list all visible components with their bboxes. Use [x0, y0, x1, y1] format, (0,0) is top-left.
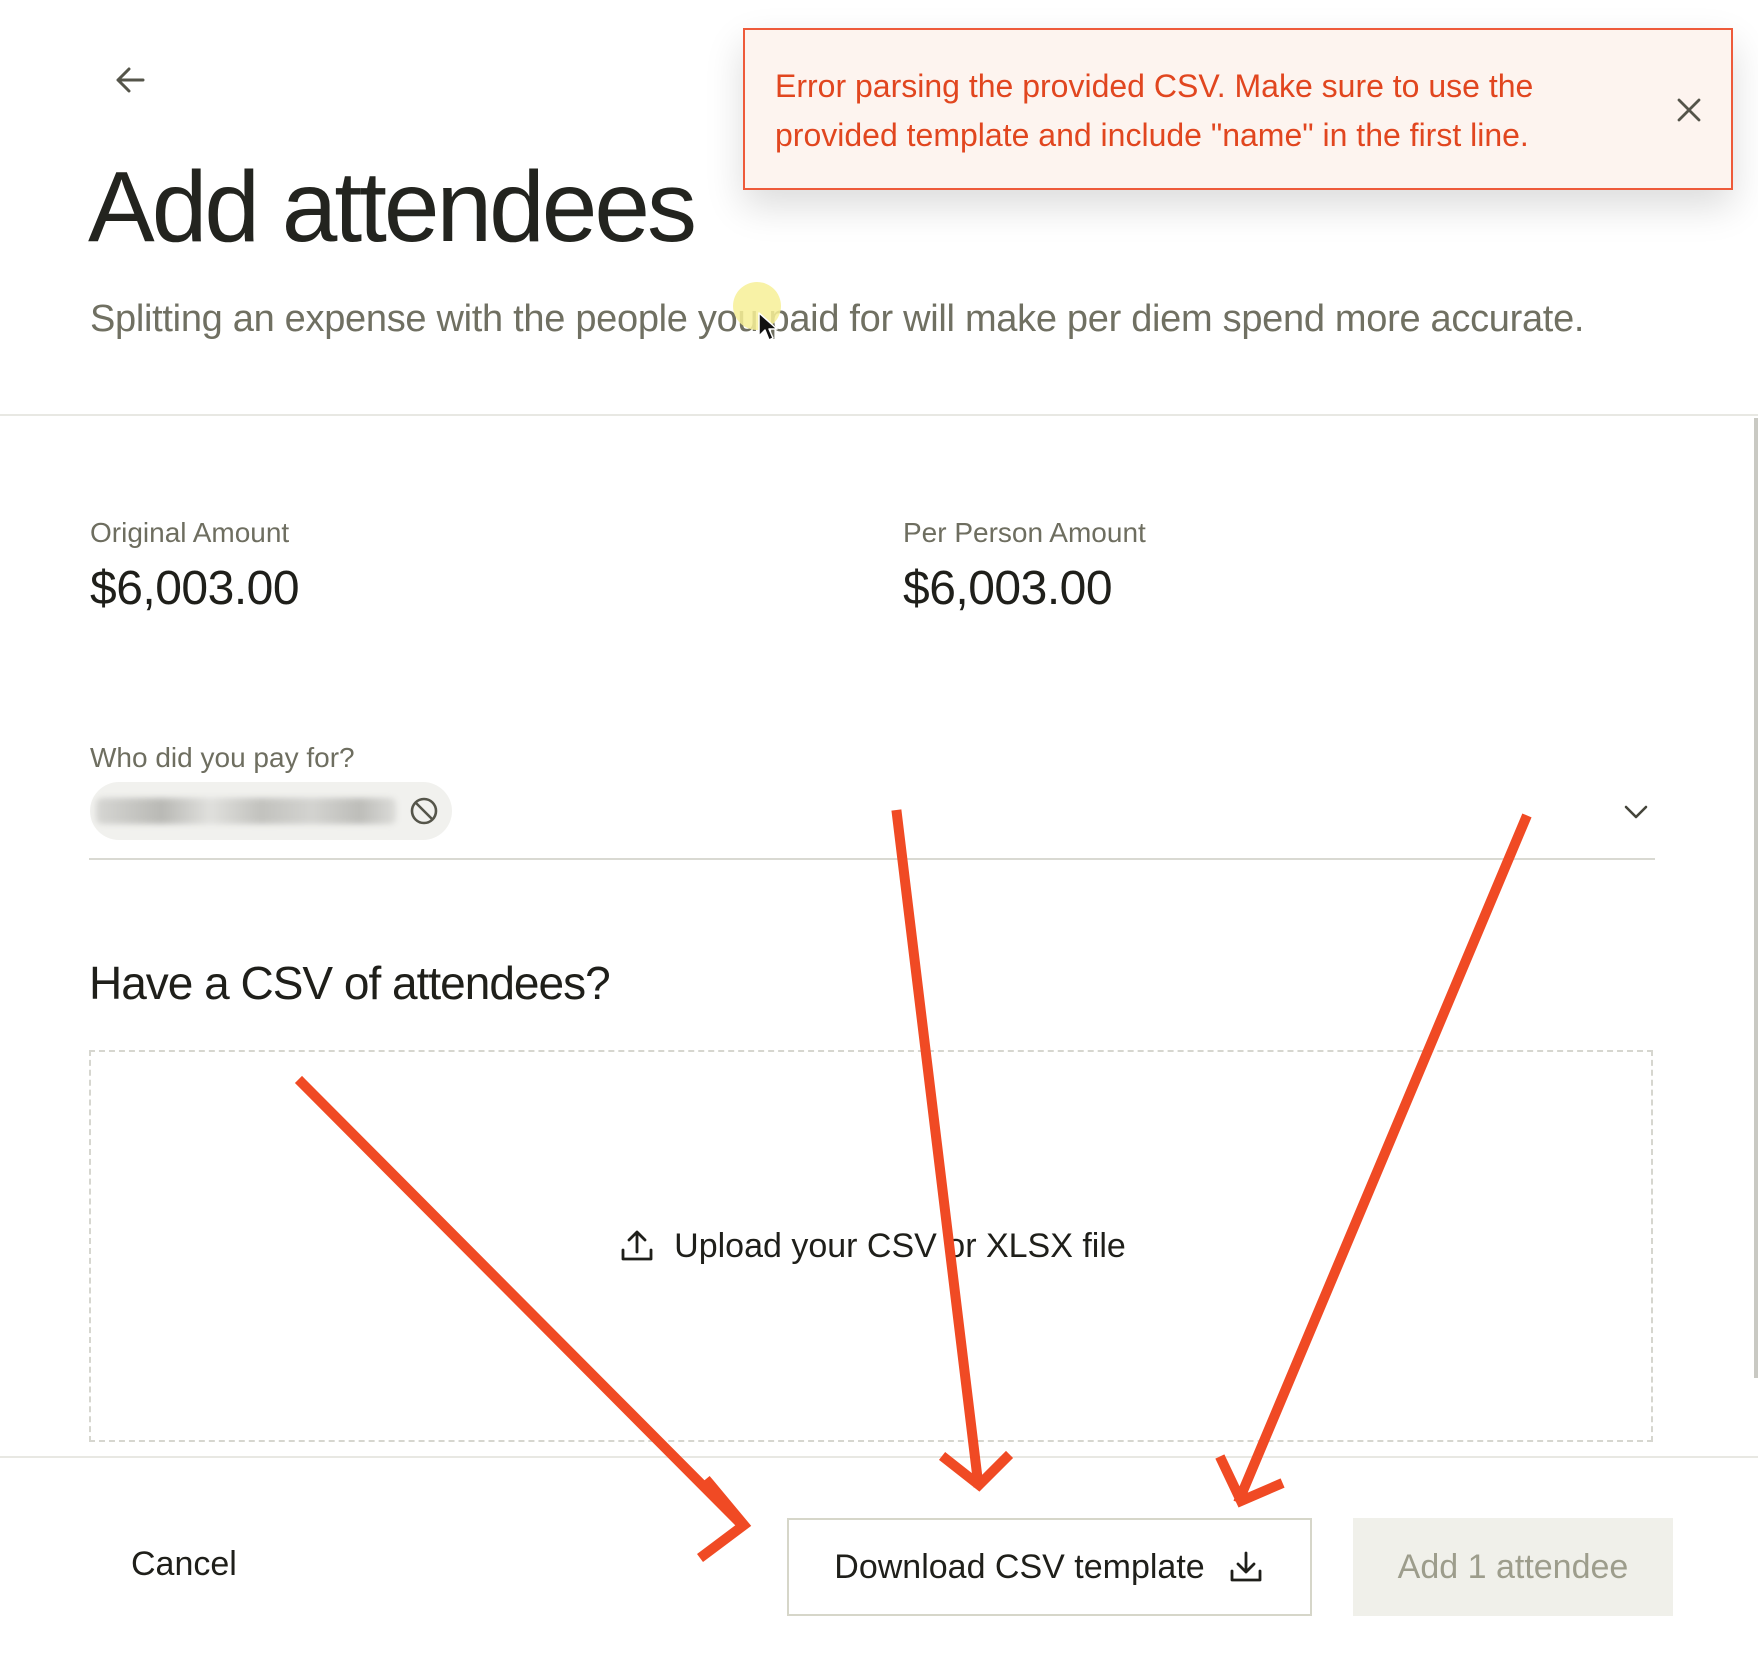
original-amount-label: Original Amount [90, 517, 290, 548]
download-button-label: Download CSV template [834, 1547, 1205, 1586]
per-person-amount-label: Per Person Amount [903, 517, 1146, 548]
page-subtitle: Splitting an expense with the people you… [90, 298, 1585, 340]
download-csv-template-button[interactable]: Download CSV template [787, 1518, 1312, 1616]
cursor-highlight [733, 282, 781, 330]
chevron-down-icon[interactable] [1620, 796, 1652, 828]
upload-text: Upload your CSV or XLSX file [674, 1226, 1126, 1265]
add-attendee-button[interactable]: Add 1 attendee [1353, 1518, 1673, 1616]
footer-divider [0, 1456, 1758, 1458]
back-button[interactable] [108, 58, 152, 102]
cancel-button[interactable]: Cancel [131, 1545, 237, 1583]
remove-circle-icon[interactable] [408, 795, 440, 827]
csv-section-heading: Have a CSV of attendees? [89, 957, 611, 1009]
original-amount: Original Amount $6,003.00 [90, 517, 300, 616]
arrow-left-icon [116, 67, 145, 93]
scrollbar[interactable] [1754, 418, 1758, 1378]
upload-icon [621, 1230, 653, 1261]
per-person-amount-value: $6,003.00 [903, 562, 1113, 615]
header-divider [0, 414, 1758, 416]
attendee-name-redacted [96, 798, 396, 824]
close-icon[interactable] [1671, 92, 1707, 128]
attendees-field-underline [89, 858, 1655, 860]
upload-prompt: Upload your CSV or XLSX file [618, 1227, 1126, 1266]
mouse-cursor-icon [758, 312, 778, 341]
error-toast: Error parsing the provided CSV. Make sur… [743, 28, 1733, 190]
toast-message: Error parsing the provided CSV. Make sur… [775, 68, 1534, 153]
original-amount-value: $6,003.00 [90, 562, 300, 615]
attendee-chip [90, 782, 452, 840]
attendees-field-label: Who did you pay for? [90, 742, 355, 773]
csv-upload-dropzone[interactable]: Upload your CSV or XLSX file [89, 1050, 1653, 1442]
download-icon [1230, 1551, 1262, 1582]
per-person-amount: Per Person Amount $6,003.00 [903, 517, 1146, 616]
page-title: Add attendees [88, 151, 697, 263]
